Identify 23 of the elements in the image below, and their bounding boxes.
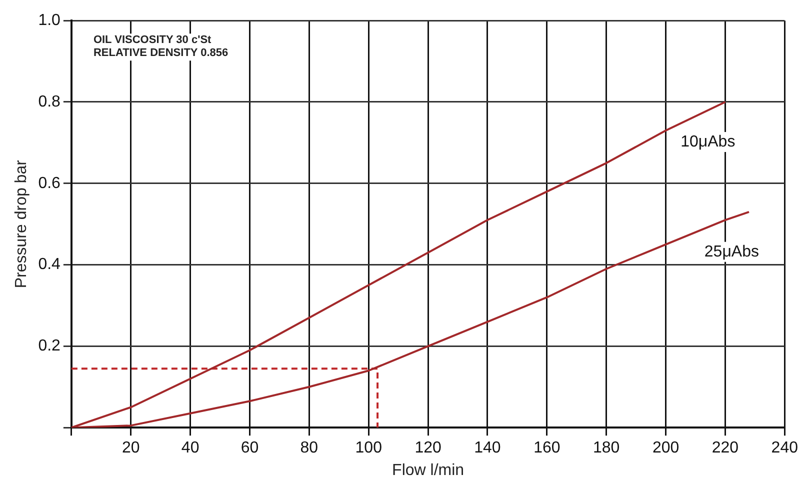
y-tick-label: 0.2 xyxy=(38,338,61,355)
y-axis-title: Pressure drop bar xyxy=(13,159,30,288)
x-tick-label: 60 xyxy=(240,440,259,457)
y-tick-label: 0.4 xyxy=(38,256,61,274)
x-tick-label: 160 xyxy=(534,440,560,457)
x-tick-label: 240 xyxy=(771,440,798,457)
x-tick-label: 100 xyxy=(355,440,382,457)
x-tick-label: 140 xyxy=(474,440,501,457)
x-axis-title: Flow l/min xyxy=(392,462,464,479)
series-label: 10μAbs xyxy=(680,133,736,150)
y-tick-label: 0.8 xyxy=(38,93,61,110)
x-tick-label: 80 xyxy=(300,440,318,457)
x-tick-label: 120 xyxy=(414,440,442,457)
annotation: OIL VISCOSITY 30 c'St xyxy=(93,34,212,46)
annotation: RELATIVE DENSITY 0.856 xyxy=(93,47,228,60)
x-tick-label: 200 xyxy=(652,440,680,457)
x-tick-label: 220 xyxy=(712,440,739,457)
x-tick-label: 40 xyxy=(181,440,200,457)
y-tick-label: 1.0 xyxy=(38,12,61,30)
x-tick-label: 20 xyxy=(122,440,140,457)
y-tick-label: 0.6 xyxy=(38,174,61,192)
series-label: 25μAbs xyxy=(704,243,759,260)
x-tick-label: 180 xyxy=(593,440,620,457)
